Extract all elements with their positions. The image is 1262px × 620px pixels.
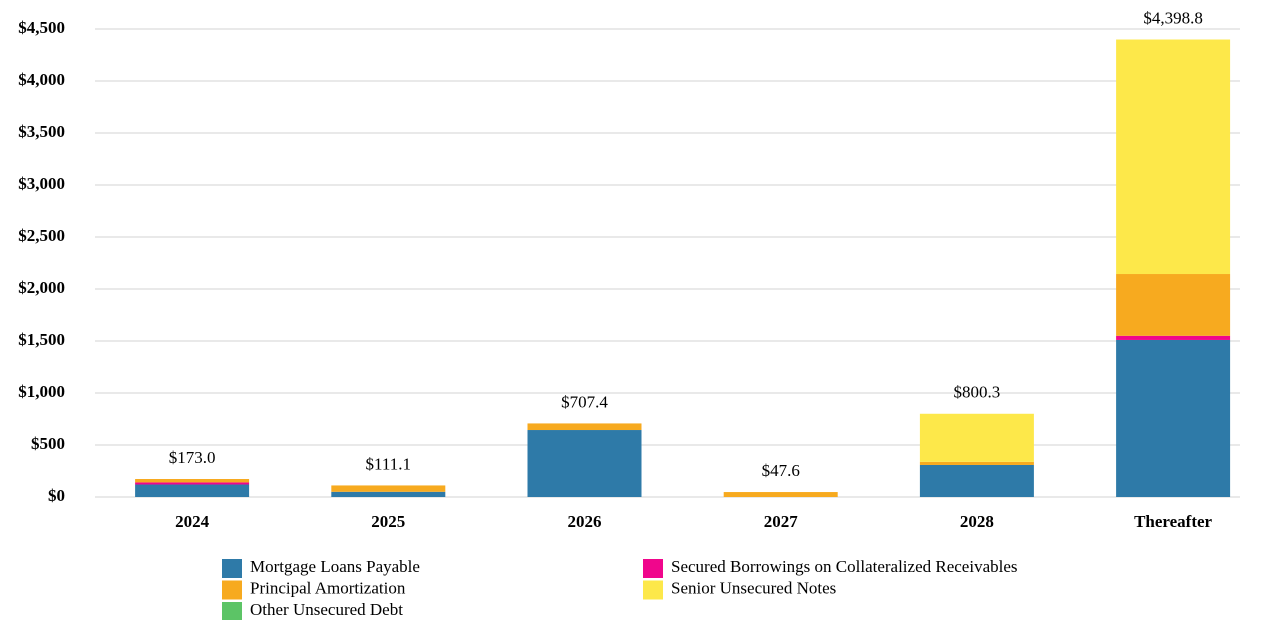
bar-segment (919, 413, 1034, 462)
x-tick-label: 2024 (175, 512, 210, 531)
bar-segment (1116, 339, 1231, 497)
bar-segment (135, 479, 250, 483)
y-tick-label: $3,500 (18, 122, 65, 141)
y-tick-label: $3,000 (18, 174, 65, 193)
bar-segment (331, 485, 446, 492)
y-tick-label: $2,000 (18, 278, 65, 297)
legend-swatch (643, 580, 663, 600)
bar-segment (135, 484, 250, 497)
bar-segment (331, 491, 446, 497)
y-tick-label: $4,500 (18, 18, 65, 37)
y-tick-label: $1,000 (18, 382, 65, 401)
total-label: $47.6 (762, 461, 800, 480)
total-label: $173.0 (169, 448, 216, 467)
legend-swatch (222, 580, 242, 600)
bar-segment (1116, 274, 1231, 336)
legend-swatch (222, 602, 242, 620)
legend-label: Principal Amortization (250, 578, 406, 597)
bar-segment (723, 492, 838, 497)
total-label: $4,398.8 (1143, 8, 1203, 27)
legend-label: Mortgage Loans Payable (250, 557, 420, 576)
y-tick-label: $4,000 (18, 70, 65, 89)
total-label: $111.1 (366, 454, 412, 473)
x-tick-label: Thereafter (1134, 512, 1212, 531)
bar-segment (1116, 335, 1231, 340)
total-label: $800.3 (954, 383, 1001, 402)
legend-label: Senior Unsecured Notes (671, 578, 836, 597)
legend-swatch (222, 559, 242, 578)
x-tick-label: 2026 (568, 512, 602, 531)
bar-segment (919, 464, 1034, 497)
y-tick-label: $2,500 (18, 226, 65, 245)
y-tick-label: $0 (48, 486, 65, 505)
x-tick-label: 2027 (764, 512, 799, 531)
x-tick-label: 2025 (371, 512, 405, 531)
bar-segment (527, 423, 642, 431)
legend-label: Other Unsecured Debt (250, 600, 403, 619)
total-label: $707.4 (561, 392, 608, 411)
legend-swatch (643, 559, 663, 578)
y-tick-label: $1,500 (18, 330, 65, 349)
bar-segment (919, 461, 1034, 465)
bar-segment (527, 430, 642, 497)
legend-label: Secured Borrowings on Collateralized Rec… (671, 557, 1018, 576)
x-tick-label: 2028 (960, 512, 994, 531)
bar-segment (135, 482, 250, 485)
y-tick-label: $500 (31, 434, 65, 453)
bar-segment (1116, 39, 1231, 275)
